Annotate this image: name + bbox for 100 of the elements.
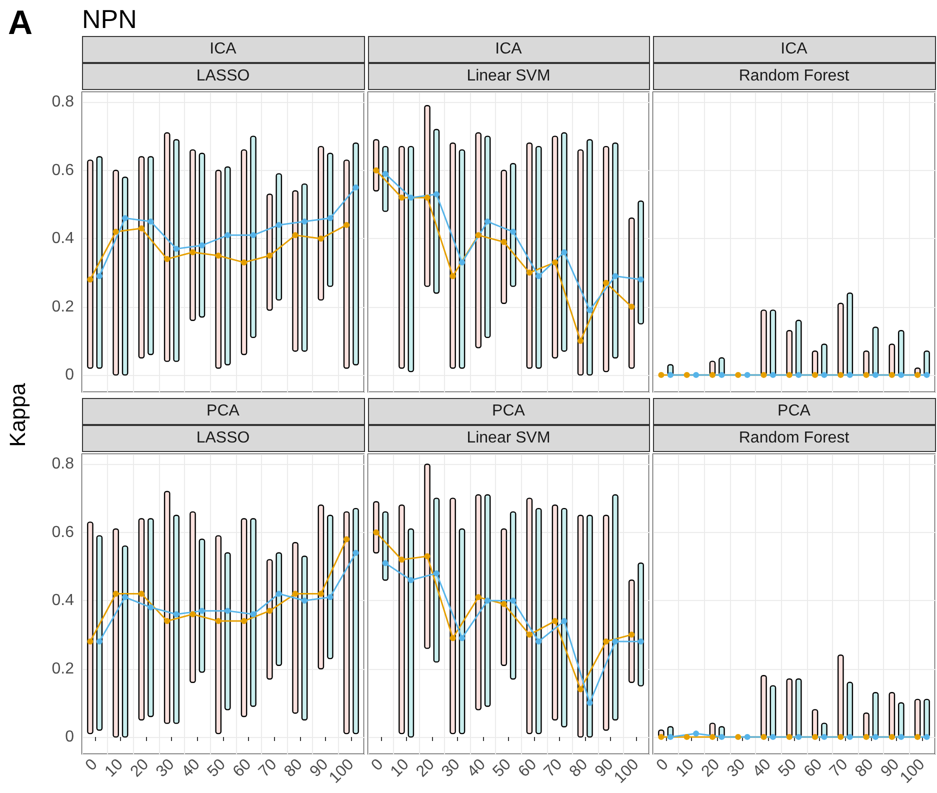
bar <box>352 142 359 366</box>
bar <box>87 160 94 369</box>
bar <box>292 190 298 352</box>
bar <box>292 542 298 714</box>
bar <box>924 698 930 738</box>
text: NPN <box>82 4 137 35</box>
bar <box>266 194 273 311</box>
bar <box>240 149 248 356</box>
x-tick-label: 10 <box>672 756 698 781</box>
bar <box>586 139 593 376</box>
bar <box>484 494 491 707</box>
chart-subtitle: Linear SVM <box>466 68 550 84</box>
bar <box>138 518 145 721</box>
bar <box>301 556 308 721</box>
x-tick-label: 20 <box>698 756 724 781</box>
chart-title: ICA <box>780 40 808 58</box>
y-tick-label: 0.6 <box>52 162 74 179</box>
bar <box>450 498 456 734</box>
bar <box>164 132 170 362</box>
bar <box>898 702 904 738</box>
bar <box>552 504 558 721</box>
bar <box>326 514 334 660</box>
bar <box>872 326 879 376</box>
x-tick-label: 0 <box>368 756 387 774</box>
x-tick-label: 80 <box>852 756 877 781</box>
x-tick-label: 0 <box>654 756 672 774</box>
bar <box>638 562 644 686</box>
x-tick-label: 30 <box>438 756 464 781</box>
bar <box>638 200 644 324</box>
bar <box>164 490 170 724</box>
x-tick-label: 60 <box>515 756 540 781</box>
bar <box>561 132 568 352</box>
bar <box>872 692 879 738</box>
x-tick-label: 20 <box>128 756 152 781</box>
bar <box>924 350 930 376</box>
bar <box>612 494 618 721</box>
bar <box>628 580 635 684</box>
bar <box>266 559 273 680</box>
bar <box>318 146 324 301</box>
bar <box>602 146 610 372</box>
bar <box>846 292 854 376</box>
x-tick-label: 40 <box>178 756 204 781</box>
y-tick-label: 0.6 <box>52 524 74 541</box>
bar <box>276 173 282 301</box>
bar <box>352 508 359 734</box>
chart-subtitle: LASSO <box>196 68 250 84</box>
bar <box>837 302 844 376</box>
y-tick-label: 0.8 <box>52 456 74 473</box>
y-tick-label: 0 <box>65 366 74 384</box>
y-tick-label: 0 <box>65 728 74 746</box>
bar <box>343 511 350 734</box>
bar <box>433 498 440 663</box>
chart-subtitle: Linear SVM <box>466 430 550 446</box>
bar <box>760 674 767 738</box>
bar <box>510 162 516 287</box>
bar <box>198 152 206 318</box>
x-tick-label: 50 <box>204 756 230 781</box>
x-tick-label: 70 <box>541 756 566 781</box>
bar <box>577 149 584 376</box>
bar <box>475 132 482 348</box>
bar <box>173 514 180 724</box>
bar <box>510 511 516 680</box>
bar <box>318 504 324 670</box>
y-tick-label: 0.2 <box>52 660 74 678</box>
x-tick-label: 70 <box>256 756 280 781</box>
bar <box>87 522 94 734</box>
bar <box>458 149 466 369</box>
x-tick-label: 40 <box>750 756 774 781</box>
bar <box>561 508 568 728</box>
bar <box>786 678 793 738</box>
bar <box>198 538 206 673</box>
x-tick-label: 100 <box>611 756 642 787</box>
y-tick-label: 0.4 <box>52 230 74 248</box>
bar <box>190 511 196 684</box>
bar <box>552 136 558 359</box>
bar <box>795 320 802 376</box>
bar <box>250 518 256 707</box>
bar <box>433 128 440 294</box>
bar <box>276 552 282 666</box>
x-tick-label: 40 <box>464 756 490 781</box>
chart-title: PCA <box>778 402 811 420</box>
bar <box>450 142 456 369</box>
bar <box>535 508 542 734</box>
bar <box>795 678 802 738</box>
x-tick-label: 60 <box>801 756 826 781</box>
chart-title: PCA <box>206 402 240 420</box>
bar <box>224 166 231 366</box>
bar <box>535 146 542 369</box>
bar <box>96 156 103 369</box>
bar <box>888 692 896 738</box>
bar <box>898 330 904 376</box>
x-tick-label: 80 <box>281 756 306 781</box>
bar <box>770 310 776 376</box>
bar <box>122 176 128 376</box>
x-tick-label: 50 <box>775 756 800 781</box>
bar <box>301 183 308 352</box>
bar <box>500 528 508 666</box>
bar <box>373 501 380 554</box>
y-tick-label: 0.8 <box>52 94 74 111</box>
bar <box>112 528 120 738</box>
